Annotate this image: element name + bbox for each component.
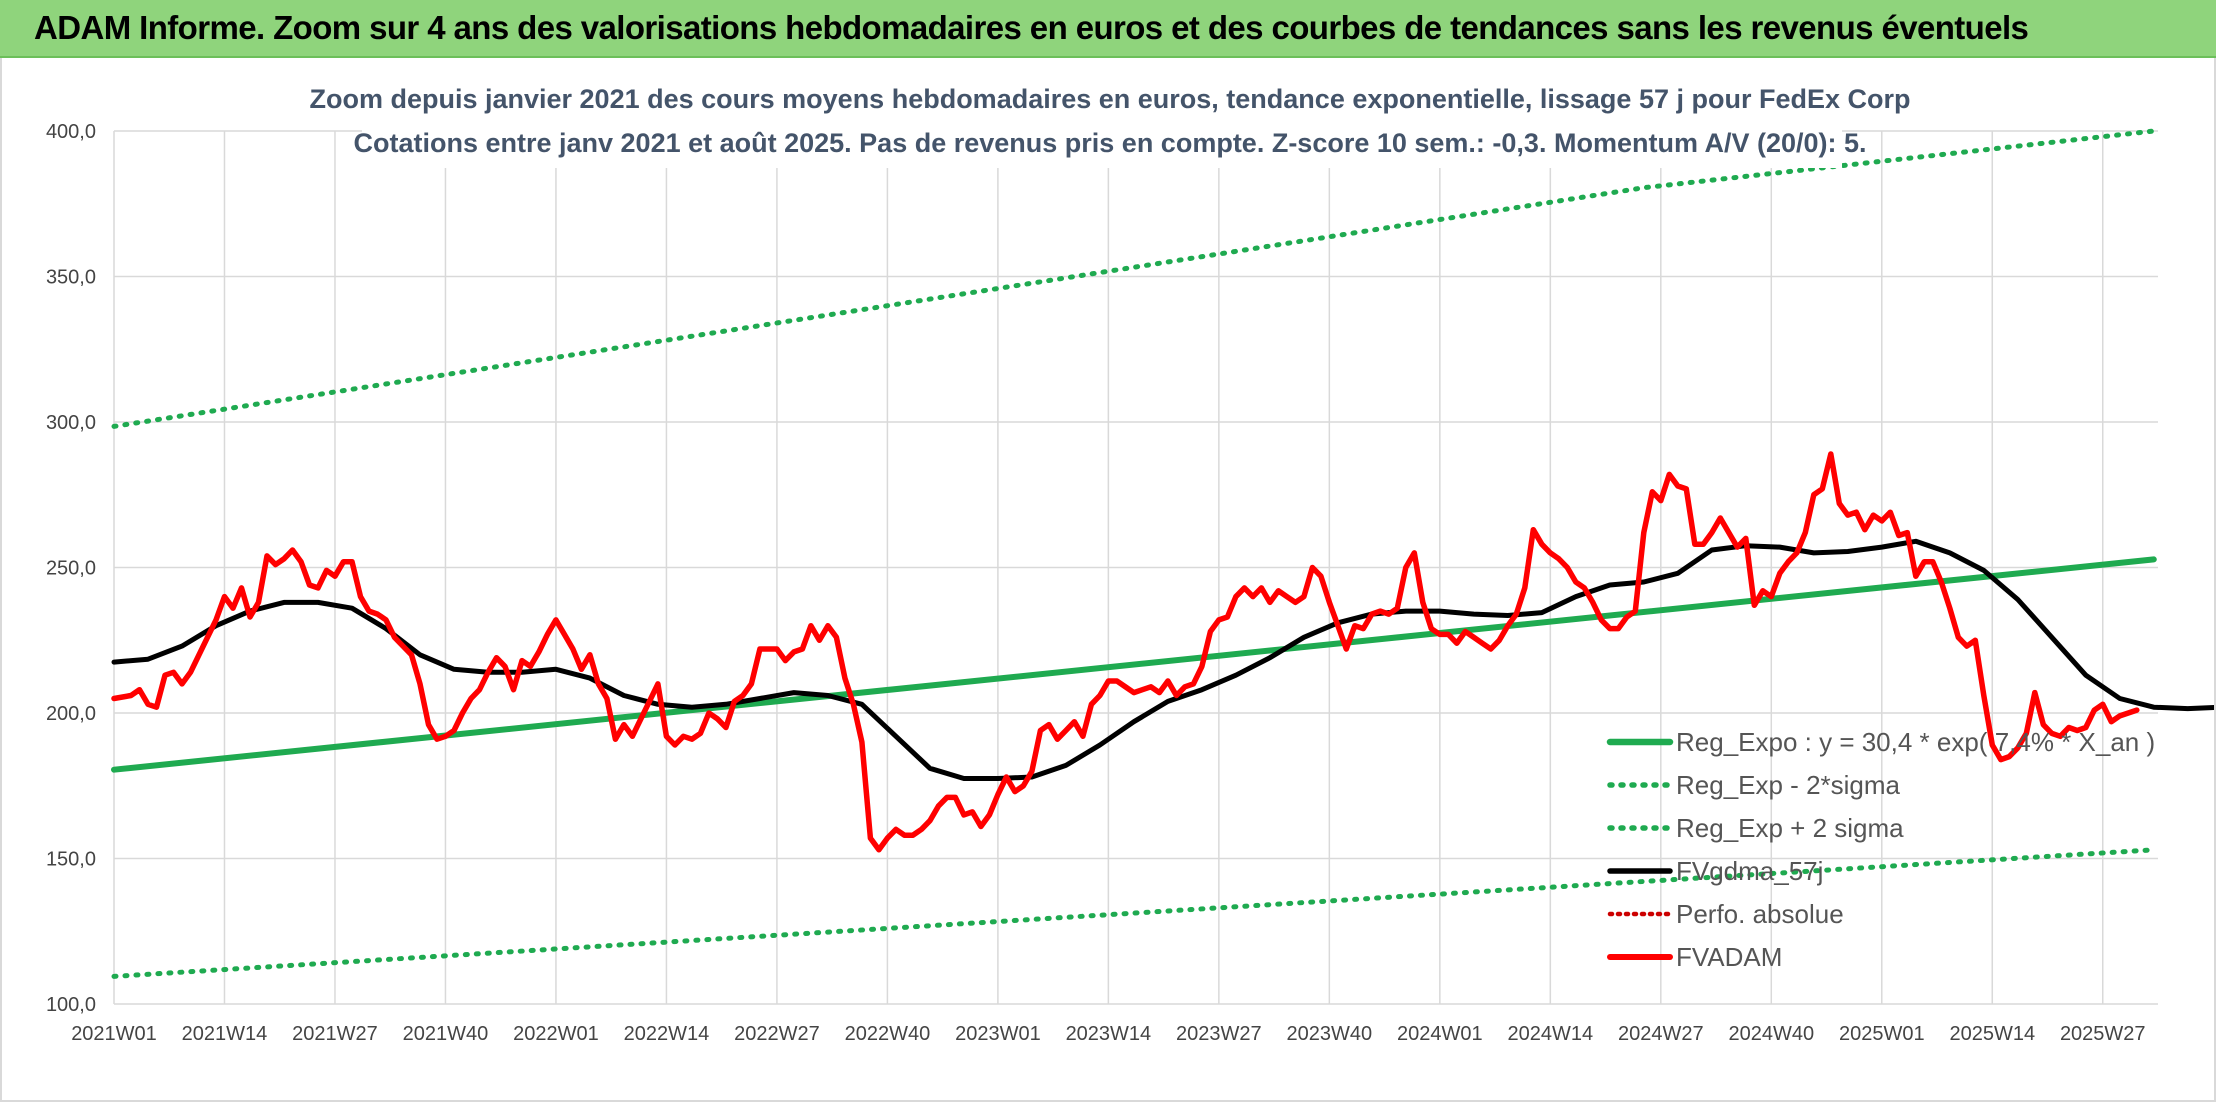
y-tick-label: 400,0: [46, 121, 96, 143]
y-tick-label: 200,0: [46, 703, 96, 725]
x-tick-label: 2025W27: [2060, 1023, 2146, 1045]
legend-label: FVgdma_57j: [1676, 856, 1823, 886]
x-tick-label: 2021W01: [71, 1023, 157, 1045]
chart-subtitle: Cotations entre janv 2021 et août 2025. …: [353, 128, 1866, 158]
x-tick-label: 2024W27: [1618, 1023, 1704, 1045]
title-background: [362, 72, 1842, 168]
legend-label: Perfo. absolue: [1676, 899, 1844, 929]
y-tick-label: 150,0: [46, 849, 96, 871]
legend-label: Reg_Expo : y = 30,4 * exp( 7,4% * X_an ): [1676, 727, 2155, 757]
grid-lines: [113, 130, 2158, 1005]
y-tick-label: 250,0: [46, 558, 96, 580]
x-tick-label: 2023W01: [955, 1023, 1041, 1045]
y-tick-label: 300,0: [46, 412, 96, 434]
x-axis-ticks: 2021W01 2021W14 2021W27 2021W40 2022W01 2022W…: [71, 1023, 2145, 1045]
legend-label: Reg_Exp + 2 sigma: [1676, 813, 1904, 843]
chart-frame: 400,0 350,0 300,0 250,0 200,0 150,0 100,0 2021…: [0, 58, 2216, 1102]
series-reg-exp-plus-2sigma: [111, 128, 2157, 429]
x-tick-label: 2021W27: [292, 1023, 378, 1045]
x-tick-label: 2022W01: [513, 1023, 599, 1045]
x-tick-label: 2025W14: [1949, 1023, 2035, 1045]
legend-label: FVADAM: [1676, 942, 1782, 972]
x-tick-label: 2022W27: [734, 1023, 820, 1045]
series-fvgdma-57j: [111, 538, 2214, 781]
series-layer: [111, 128, 2214, 979]
page-title: ADAM Informe. Zoom sur 4 ans des valoris…: [34, 9, 2029, 46]
x-tick-label: 2022W40: [845, 1023, 931, 1045]
x-tick-label: 2021W40: [403, 1023, 489, 1045]
series-fvadam: [111, 451, 2140, 853]
series-reg-exp-minus-2sigma: [111, 847, 2157, 979]
series-reg-expo: [111, 556, 2157, 773]
x-tick-label: 2023W40: [1287, 1023, 1373, 1045]
x-tick-label: 2021W14: [182, 1023, 268, 1045]
line-chart: 400,0 350,0 300,0 250,0 200,0 150,0 100,0 2021…: [46, 72, 2214, 1045]
legend: Reg_Expo : y = 30,4 * exp( 7,4% * X_an )…: [1606, 727, 2155, 972]
header-banner: ADAM Informe. Zoom sur 4 ans des valoris…: [0, 0, 2216, 58]
x-tick-label: 2024W01: [1397, 1023, 1483, 1045]
y-tick-label: 100,0: [46, 994, 96, 1016]
x-tick-label: 2023W14: [1066, 1023, 1152, 1045]
x-tick-label: 2024W14: [1508, 1023, 1594, 1045]
y-axis-ticks: 400,0 350,0 300,0 250,0 200,0 150,0 100,0: [46, 121, 96, 1016]
chart-title: Zoom depuis janvier 2021 des cours moyen…: [309, 84, 1910, 114]
y-tick-label: 350,0: [46, 267, 96, 289]
x-tick-label: 2023W27: [1176, 1023, 1262, 1045]
x-tick-label: 2025W01: [1839, 1023, 1925, 1045]
legend-label: Reg_Exp - 2*sigma: [1676, 770, 1901, 800]
x-tick-label: 2024W40: [1728, 1023, 1814, 1045]
x-tick-label: 2022W14: [624, 1023, 710, 1045]
